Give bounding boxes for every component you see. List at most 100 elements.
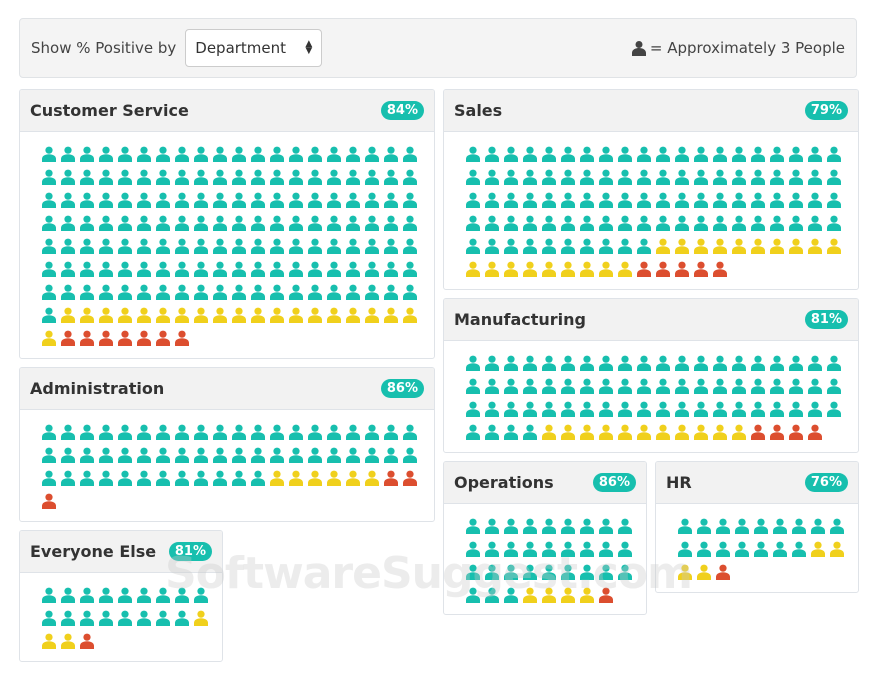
legend-text: = Approximately 3 People (649, 39, 845, 57)
negative-person-icon (96, 330, 115, 353)
positive-person-icon (786, 169, 805, 192)
neutral-person-icon (305, 307, 324, 330)
neutral-person-icon (343, 470, 362, 493)
positive-person-icon (482, 192, 501, 215)
positive-person-icon (39, 238, 58, 261)
positive-person-icon (267, 284, 286, 307)
positive-person-icon (96, 261, 115, 284)
positive-person-icon (653, 215, 672, 238)
positive-person-icon (634, 192, 653, 215)
positive-person-icon (463, 401, 482, 424)
positive-person-icon (577, 401, 596, 424)
positive-person-icon (729, 378, 748, 401)
positive-person-icon (615, 238, 634, 261)
positive-person-icon (267, 238, 286, 261)
positive-person-icon (653, 401, 672, 424)
percent-badge: 81% (168, 542, 212, 561)
positive-person-icon (362, 169, 381, 192)
positive-person-icon (615, 518, 634, 541)
positive-person-icon (134, 284, 153, 307)
positive-person-icon (39, 215, 58, 238)
positive-person-icon (539, 146, 558, 169)
positive-person-icon (501, 169, 520, 192)
positive-person-icon (691, 169, 710, 192)
positive-person-icon (381, 238, 400, 261)
positive-person-icon (729, 169, 748, 192)
positive-person-icon (267, 424, 286, 447)
positive-person-icon (615, 564, 634, 587)
positive-person-icon (824, 401, 843, 424)
positive-person-icon (39, 192, 58, 215)
positive-person-icon (248, 447, 267, 470)
neutral-person-icon (210, 307, 229, 330)
positive-person-icon (615, 378, 634, 401)
positive-person-icon (400, 424, 419, 447)
panel-title: Manufacturing (454, 310, 586, 329)
positive-person-icon (729, 215, 748, 238)
positive-person-icon (153, 447, 172, 470)
positive-person-icon (672, 355, 691, 378)
people-grid (656, 504, 858, 587)
neutral-person-icon (691, 238, 710, 261)
positive-person-icon (381, 261, 400, 284)
positive-person-icon (748, 169, 767, 192)
panel-header: HR 76% (656, 462, 858, 504)
positive-person-icon (463, 564, 482, 587)
positive-person-icon (691, 146, 710, 169)
positive-person-icon (463, 424, 482, 447)
positive-person-icon (153, 284, 172, 307)
panel-title: Sales (454, 101, 503, 120)
neutral-person-icon (634, 424, 653, 447)
positive-person-icon (324, 447, 343, 470)
neutral-person-icon (191, 307, 210, 330)
positive-person-icon (286, 215, 305, 238)
positive-person-icon (694, 541, 713, 564)
positive-person-icon (210, 470, 229, 493)
positive-person-icon (748, 378, 767, 401)
neutral-person-icon (286, 307, 305, 330)
people-grid (444, 504, 646, 610)
positive-person-icon (324, 261, 343, 284)
neutral-person-icon (539, 424, 558, 447)
neutral-person-icon (229, 307, 248, 330)
positive-person-icon (96, 587, 115, 610)
positive-person-icon (400, 447, 419, 470)
positive-person-icon (400, 238, 419, 261)
negative-person-icon (400, 470, 419, 493)
positive-person-icon (248, 238, 267, 261)
panel-sales: Sales 79% (443, 89, 859, 290)
positive-person-icon (362, 424, 381, 447)
positive-person-icon (672, 215, 691, 238)
positive-person-icon (501, 378, 520, 401)
negative-person-icon (381, 470, 400, 493)
positive-person-icon (634, 169, 653, 192)
positive-person-icon (520, 564, 539, 587)
neutral-person-icon (400, 307, 419, 330)
neutral-person-icon (172, 307, 191, 330)
positive-person-icon (191, 261, 210, 284)
positive-person-icon (77, 587, 96, 610)
positive-person-icon (539, 378, 558, 401)
positive-person-icon (558, 355, 577, 378)
neutral-person-icon (39, 633, 58, 656)
show-by-label: Show % Positive by (31, 39, 177, 57)
positive-person-icon (770, 518, 789, 541)
neutral-person-icon (305, 470, 324, 493)
positive-person-icon (767, 169, 786, 192)
positive-person-icon (463, 378, 482, 401)
positive-person-icon (501, 215, 520, 238)
positive-person-icon (482, 401, 501, 424)
department-select[interactable]: Department ▲ ▼ (185, 29, 323, 67)
positive-person-icon (267, 215, 286, 238)
positive-person-icon (343, 261, 362, 284)
positive-person-icon (691, 355, 710, 378)
positive-person-icon (115, 238, 134, 261)
positive-person-icon (520, 215, 539, 238)
positive-person-icon (58, 169, 77, 192)
positive-person-icon (501, 541, 520, 564)
positive-person-icon (596, 238, 615, 261)
neutral-person-icon (691, 424, 710, 447)
positive-person-icon (191, 169, 210, 192)
panel-customer-service: Customer Service 84% (19, 89, 435, 359)
negative-person-icon (77, 330, 96, 353)
